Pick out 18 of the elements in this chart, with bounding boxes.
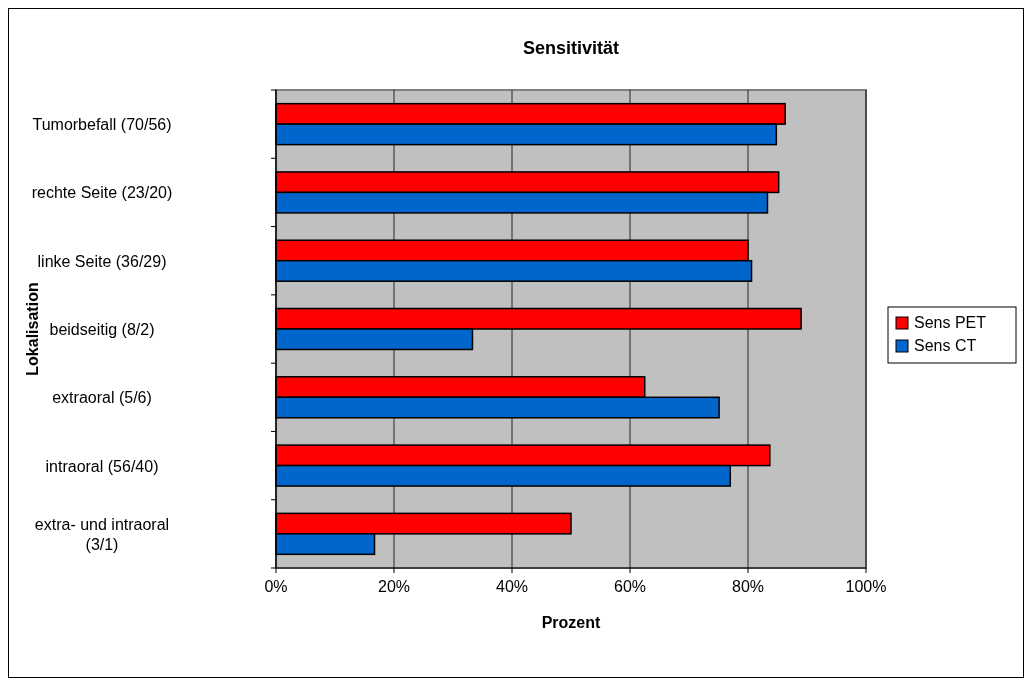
y-tick-label: beidseitig (8/2) xyxy=(49,321,155,338)
y-tick-label: intraoral (56/40) xyxy=(45,457,159,475)
x-axis-title: Prozent xyxy=(541,614,602,631)
y-tick-label: rechte Seite (23/20) xyxy=(31,184,173,202)
y-tick-label: extraoral (5/6) xyxy=(52,389,152,407)
chart-title: Sensitivität xyxy=(522,38,620,58)
x-tick-label: 80% xyxy=(731,578,765,595)
legend-label: Sens CT xyxy=(914,337,977,354)
y-tick-label: extra- und intraoral (3/1) xyxy=(34,515,170,553)
y-axis-title: Lokalisation xyxy=(24,282,41,376)
y-tick-label: linke Seite (36/29) xyxy=(37,252,167,270)
x-tick-label: 0% xyxy=(264,578,288,595)
y-tick-label: Tumorbefall (70/56) xyxy=(32,116,172,134)
x-tick-label: 40% xyxy=(495,578,529,595)
x-tick-label: 60% xyxy=(613,578,647,595)
legend-label: Sens PET xyxy=(914,314,987,331)
x-tick-label: 100% xyxy=(845,578,887,595)
x-tick-label: 20% xyxy=(377,578,411,595)
